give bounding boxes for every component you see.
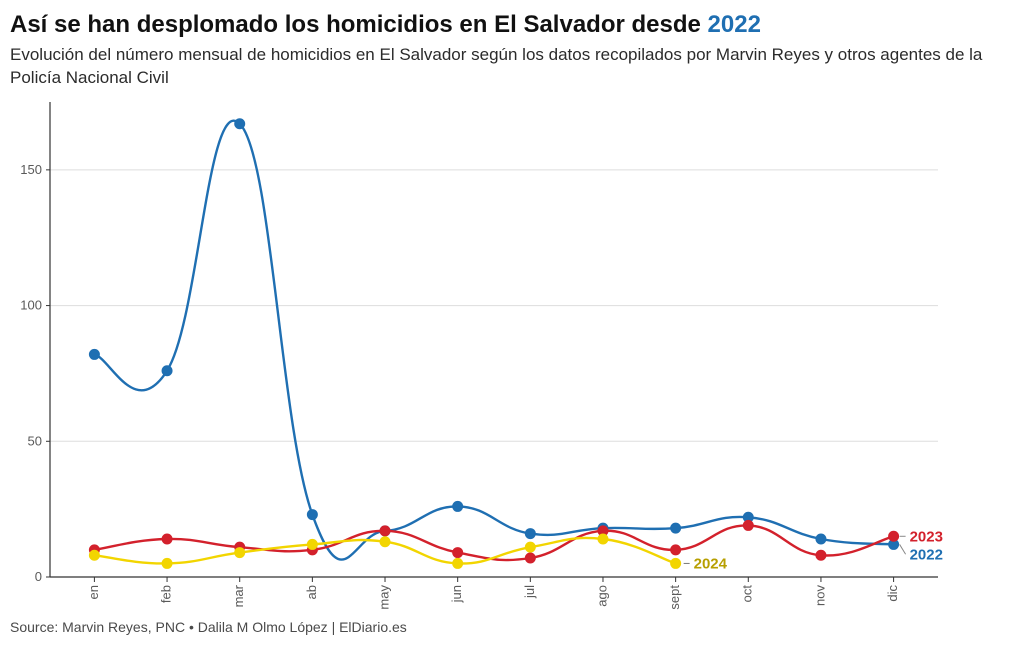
chart-area: 0 50 100 150 en feb mar ab may jun jul ago sept oct no… [10,96,1010,611]
chart-title-prefix: Así se han desplomado los homicidios en … [10,11,708,38]
chart-subtitle: Evolución del número mensual de homicidi… [10,44,990,90]
svg-text:dic: dic [885,584,900,601]
svg-text:ago: ago [594,585,609,607]
svg-text:feb: feb [158,585,173,603]
svg-text:oct: oct [740,584,755,602]
series-label-2024: 2024 [694,555,728,572]
svg-text:mar: mar [231,584,246,607]
svg-text:nov: nov [812,584,827,605]
svg-text:0: 0 [35,569,42,584]
chart-title: Así se han desplomado los homicidios en … [10,10,1010,40]
series-label-2023: 2023 [910,528,943,545]
svg-text:jul: jul [522,585,537,599]
svg-text:en: en [86,585,101,599]
svg-text:ab: ab [304,585,319,599]
svg-text:50: 50 [28,433,42,448]
svg-text:sept: sept [667,584,682,609]
line-chart: 0 50 100 150 en feb mar ab may jun jul ago sept oct no… [10,96,1010,611]
svg-text:jun: jun [449,585,464,603]
chart-source: Source: Marvin Reyes, PNC • Dalila M Olm… [10,619,1010,635]
svg-text:may: may [376,584,391,609]
svg-text:100: 100 [20,297,42,312]
svg-text:150: 150 [20,162,42,177]
series-line-2023 [94,525,893,560]
chart-title-highlight: 2022 [708,11,761,38]
series-label-2022: 2022 [910,546,943,563]
series-line-2022 [94,121,893,560]
